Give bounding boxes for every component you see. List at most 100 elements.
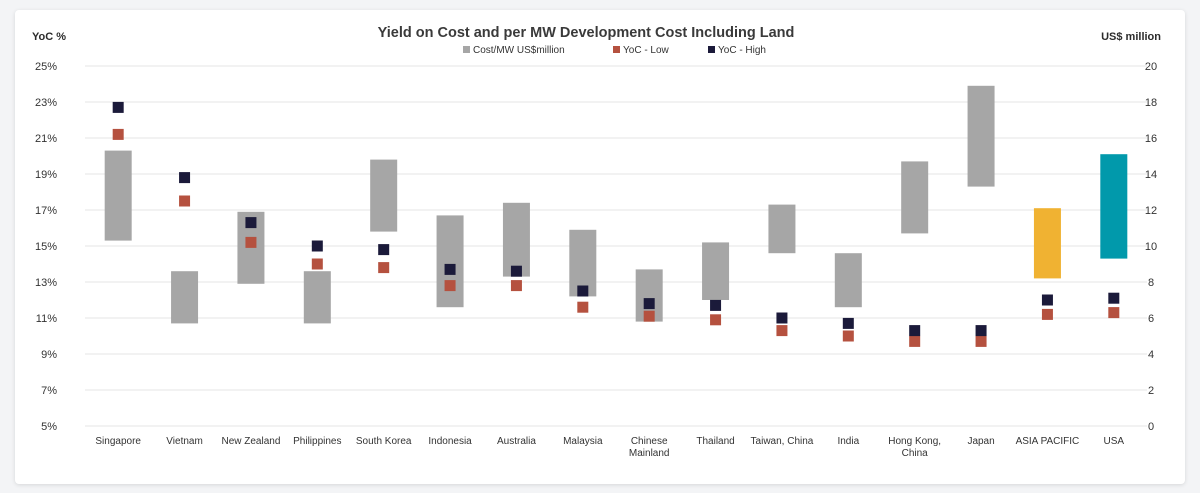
yoc-high-marker [909, 325, 921, 337]
right-axis-title: US$ million [1101, 31, 1161, 43]
yoc-low-marker [311, 258, 323, 270]
legend-label-cost: Cost/MW US$million [473, 45, 565, 56]
category-label: South Korea [356, 436, 412, 447]
yoc-high-marker [1108, 292, 1120, 304]
legend-label-yoc-high: YoC - High [718, 45, 766, 56]
yoc-low-marker [577, 301, 589, 313]
chart-card: 5% 7% 9% 11% 13% 15% 17% 19% 21% 23% 25% 0 2 4 6 8 10 12… [15, 10, 1185, 484]
right-tick-label: 18 [1145, 97, 1157, 109]
category-label: Japan [967, 436, 994, 447]
category-label: India [837, 436, 859, 447]
yoc-high-marker [1041, 294, 1053, 306]
left-tick-label: 25% [35, 61, 57, 73]
right-tick-label: 12 [1145, 205, 1157, 217]
left-tick-label: 11% [36, 313, 57, 325]
category-label: Singapore [95, 436, 141, 447]
right-axis-ticks: 0 2 4 6 8 10 12 14 16 18 20 [1145, 61, 1157, 433]
category-label: Chinese Mainland [629, 436, 670, 459]
cost-bar [436, 215, 464, 308]
category-label: Philippines [293, 436, 341, 447]
legend-swatch-cost [463, 46, 470, 53]
left-tick-label: 5% [41, 421, 57, 433]
yoc-low-marker [245, 236, 257, 248]
yoc-low-marker [1108, 307, 1120, 319]
category-label: New Zealand [221, 436, 280, 447]
left-tick-label: 17% [35, 205, 57, 217]
cost-bar [502, 202, 530, 277]
yoc-low-marker [112, 128, 124, 140]
cost-bar [370, 159, 398, 232]
category-label: Hong Kong, China [888, 436, 941, 459]
cost-bar [1100, 154, 1128, 259]
chart-title: Yield on Cost and per MW Development Cos… [378, 25, 795, 41]
yoc-high-marker [179, 172, 191, 184]
yoc-low-marker [842, 330, 854, 342]
left-tick-label: 21% [35, 133, 57, 145]
right-tick-label: 4 [1148, 349, 1154, 361]
yoc-high-marker [112, 101, 124, 113]
yoc-high-marker [776, 312, 788, 324]
right-tick-label: 20 [1145, 61, 1157, 73]
yoc-low-marker [378, 262, 390, 274]
yoc-high-marker [245, 217, 257, 229]
left-tick-label: 13% [35, 277, 57, 289]
yoc-cost-chart: 5% 7% 9% 11% 13% 15% 17% 19% 21% 23% 25% 0 2 4 6 8 10 12… [32, 25, 1161, 459]
cost-bar [967, 85, 995, 187]
yoc-markers [112, 101, 1120, 347]
cost-bar [104, 150, 132, 241]
category-label: Malaysia [563, 436, 603, 447]
yoc-low-marker [444, 280, 456, 292]
left-tick-label: 15% [35, 241, 57, 253]
yoc-low-marker [909, 335, 921, 347]
yoc-low-marker [179, 195, 191, 207]
category-labels: Singapore Vietnam New Zealand Philippines So… [95, 436, 1124, 459]
left-tick-label: 23% [35, 97, 57, 109]
category-label: Australia [497, 436, 536, 447]
category-label: USA [1104, 436, 1125, 447]
category-label: Thailand [696, 436, 734, 447]
cost-bar [303, 271, 331, 324]
yoc-high-marker [311, 240, 323, 252]
yoc-high-marker [577, 285, 589, 297]
yoc-low-marker [776, 325, 788, 337]
right-tick-label: 8 [1148, 277, 1154, 289]
right-tick-label: 2 [1148, 385, 1154, 397]
legend-swatch-yoc-high [708, 46, 715, 53]
cost-bar [171, 271, 199, 324]
right-tick-label: 14 [1145, 169, 1157, 181]
cost-bar [834, 253, 862, 308]
left-tick-label: 9% [41, 349, 57, 361]
right-tick-label: 6 [1148, 313, 1154, 325]
yoc-high-marker [842, 317, 854, 329]
left-axis-ticks: 5% 7% 9% 11% 13% 15% 17% 19% 21% 23% 25% [35, 61, 57, 433]
right-tick-label: 16 [1145, 133, 1157, 145]
left-axis-title: YoC % [32, 31, 66, 43]
cost-bar [768, 204, 796, 254]
yoc-low-marker [975, 335, 987, 347]
category-label: Taiwan, China [751, 436, 814, 447]
right-tick-label: 0 [1148, 421, 1154, 433]
yoc-low-marker [1041, 308, 1053, 320]
yoc-low-marker [510, 280, 522, 292]
yoc-high-marker [510, 265, 522, 277]
yoc-high-marker [643, 298, 655, 310]
left-tick-label: 19% [35, 169, 57, 181]
cost-bar [1033, 208, 1061, 279]
category-label: Indonesia [428, 436, 472, 447]
yoc-high-marker [975, 325, 987, 337]
legend-swatch-yoc-low [613, 46, 620, 53]
yoc-high-marker [444, 263, 456, 275]
right-tick-label: 10 [1145, 241, 1157, 253]
category-label: Vietnam [166, 436, 203, 447]
left-tick-label: 7% [41, 385, 57, 397]
yoc-low-marker [710, 314, 722, 326]
cost-bar [901, 161, 929, 234]
cost-bar [702, 242, 730, 300]
yoc-low-marker [643, 310, 655, 322]
legend: Cost/MW US$million YoC - Low YoC - High [463, 45, 766, 56]
legend-label-yoc-low: YoC - Low [623, 45, 670, 56]
cost-bar [569, 229, 597, 297]
yoc-high-marker [378, 244, 390, 256]
category-label: ASIA PACIFIC [1016, 436, 1080, 447]
yoc-high-marker [710, 299, 722, 311]
